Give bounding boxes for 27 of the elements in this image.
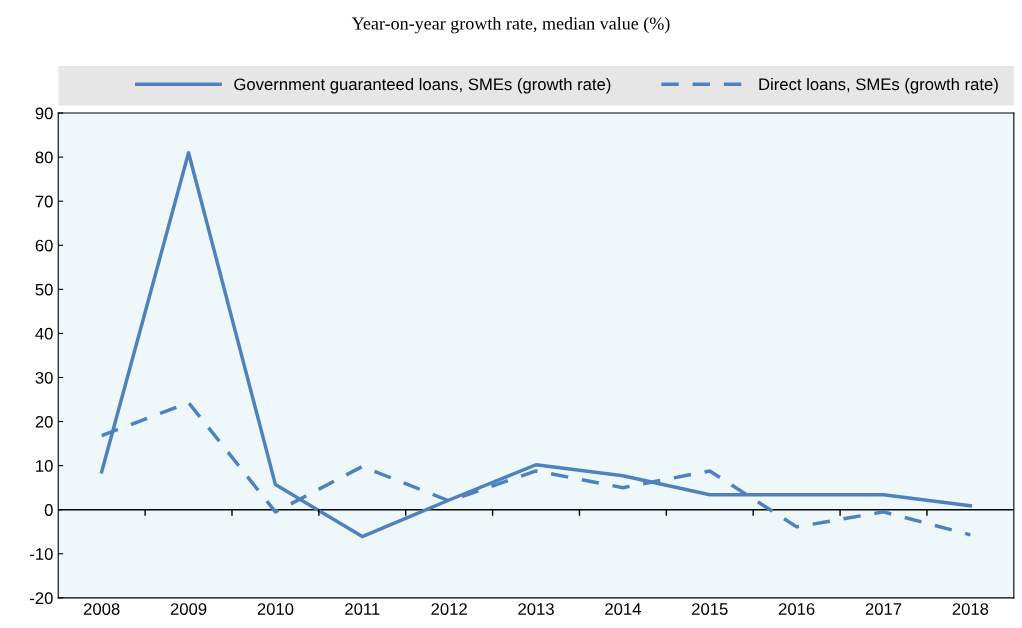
y-tick-label: 30	[35, 371, 53, 384]
x-tick-label: 2012	[431, 603, 467, 615]
line-series	[99, 150, 973, 539]
x-tick-label: 2009	[170, 603, 207, 615]
y-tick-label: -10	[30, 548, 53, 560]
y-tick-label: 70	[35, 195, 53, 208]
x-tick-label: 2017	[865, 603, 902, 615]
chart-title: Year-on-year growth rate, median value (%)	[351, 16, 670, 34]
y-tick-label: 40	[35, 327, 53, 340]
x-tick-label: 2014	[605, 603, 641, 615]
x-tick-label: 2013	[518, 603, 554, 615]
y-tick-label: 90	[35, 107, 53, 120]
x-tick-label: 2018	[952, 603, 989, 615]
legend-label: Direct loans, SMEs (growth rate)	[759, 77, 998, 94]
y-tick-label: 0	[44, 504, 53, 516]
y-tick-label: 60	[35, 239, 53, 252]
x-tick-label: 2010	[257, 603, 294, 615]
y-tick-label: 20	[35, 415, 53, 428]
y-tick-label: 50	[35, 283, 53, 296]
legend-label: Government guaranteed loans, SMEs (growth rate)	[234, 77, 611, 94]
x-tick-label: 2015	[692, 603, 728, 615]
y-tick-label: 80	[35, 151, 53, 164]
x-tick-label: 2011	[345, 603, 380, 615]
y-tick-label: 10	[36, 460, 53, 472]
x-tick-label: 2008	[83, 603, 120, 615]
x-tick-label: 2016	[778, 603, 815, 615]
y-tick-label: -20	[30, 592, 53, 605]
